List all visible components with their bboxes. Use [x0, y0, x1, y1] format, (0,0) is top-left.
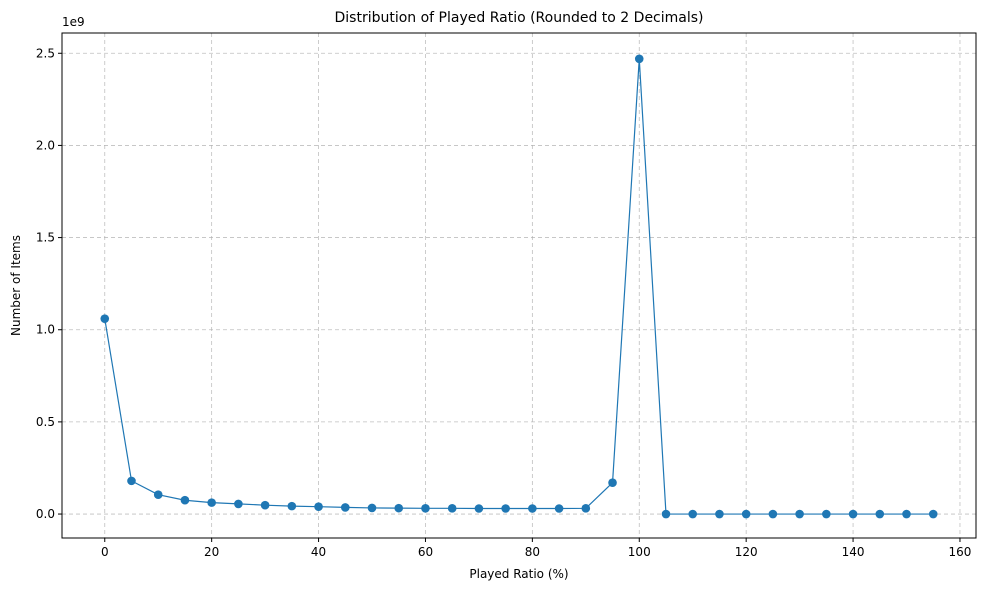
data-point — [528, 504, 537, 513]
data-point — [768, 509, 778, 519]
data-point — [661, 509, 671, 519]
chart-title: Distribution of Played Ratio (Rounded to… — [334, 10, 703, 26]
x-tick-label: 120 — [735, 545, 758, 559]
x-tick-label: 140 — [842, 545, 865, 559]
data-point — [394, 503, 404, 513]
data-point — [421, 504, 430, 513]
data-point — [314, 502, 323, 511]
data-point — [234, 499, 243, 509]
data-point — [127, 476, 136, 486]
y-tick-label: 1.5 — [36, 231, 55, 245]
x-tick-label: 160 — [949, 545, 972, 559]
y-tick-label: 2.5 — [36, 46, 55, 60]
data-point — [100, 314, 110, 323]
data-point — [207, 498, 216, 507]
data-point — [554, 504, 564, 513]
data-point — [501, 504, 510, 513]
data-point — [741, 509, 751, 519]
data-point — [928, 509, 938, 519]
x-axis-label: Played Ratio (%) — [469, 567, 568, 581]
data-point — [180, 495, 190, 505]
data-point — [608, 478, 617, 488]
data-point — [287, 501, 297, 511]
data-point — [715, 509, 724, 519]
data-point — [474, 504, 484, 513]
y-tick-label: 1.0 — [36, 323, 55, 337]
x-tick-label: 80 — [525, 545, 540, 559]
x-tick-label: 60 — [418, 545, 433, 559]
data-point — [848, 509, 858, 519]
x-tick-label: 40 — [311, 545, 326, 559]
data-point — [340, 503, 350, 512]
series-line — [104, 58, 934, 515]
data-point — [260, 500, 270, 510]
x-tick-label: 100 — [628, 545, 651, 559]
data-point — [634, 54, 644, 64]
x-tick-label: 0 — [101, 545, 109, 559]
y-tick-label: 2.0 — [36, 138, 55, 152]
y-tick-label: 0.5 — [36, 415, 55, 429]
data-point — [447, 504, 457, 513]
y-axis-offset-label: 1e9 — [62, 15, 85, 29]
data-point — [902, 509, 911, 519]
series-layer — [100, 54, 938, 519]
data-point — [688, 509, 698, 519]
grid-lines — [62, 33, 976, 538]
data-point — [822, 509, 831, 519]
data-point — [875, 509, 885, 519]
data-point — [367, 503, 377, 513]
y-tick-label: 0.0 — [36, 507, 55, 521]
plot-frame — [61, 32, 977, 539]
data-point — [153, 490, 163, 499]
axis-ticks: 0 20 40 60 80 100 120 140 160 0.0 0.5 1.0 1.5 2.0 2.5 — [36, 46, 972, 559]
y-axis-label: Number of Items — [9, 235, 23, 336]
x-tick-label: 20 — [204, 545, 219, 559]
data-point — [795, 509, 804, 519]
data-point — [581, 504, 591, 513]
